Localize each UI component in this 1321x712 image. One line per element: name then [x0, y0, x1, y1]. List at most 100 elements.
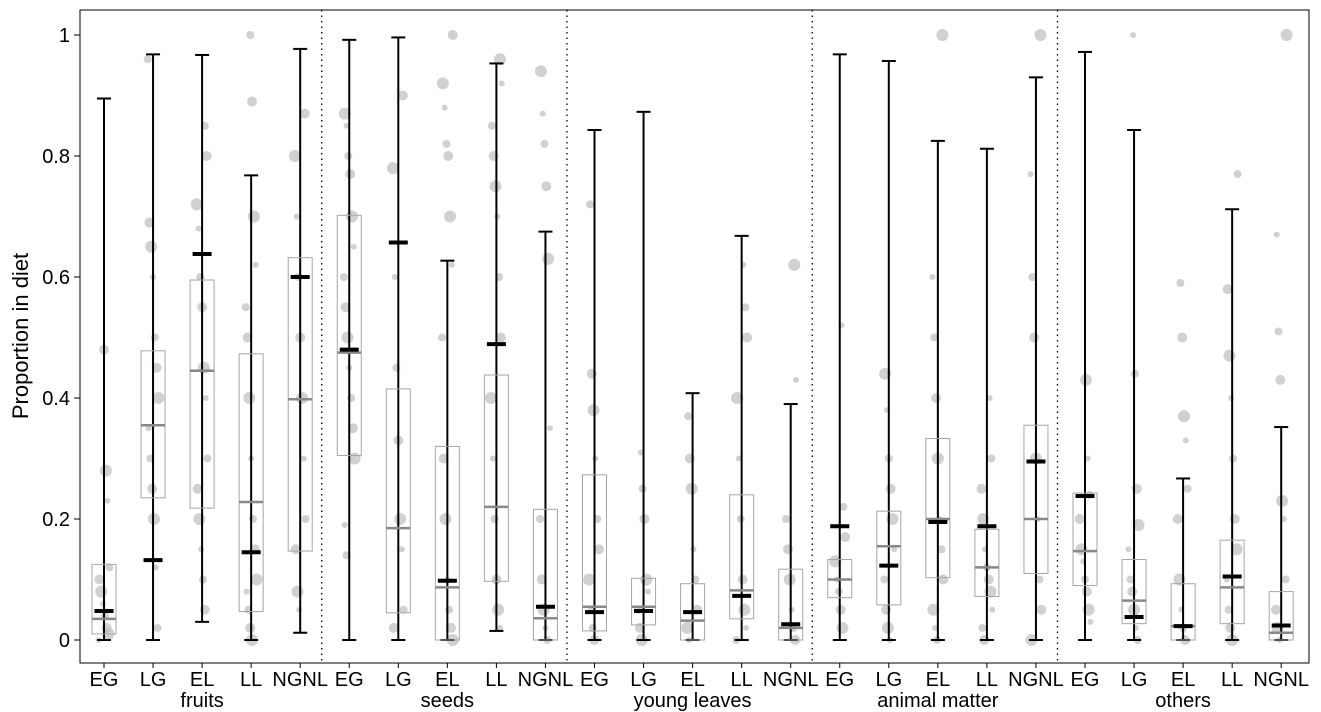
data-point [339, 273, 348, 281]
box-seeds-EG [336, 38, 362, 641]
data-point [738, 603, 751, 616]
data-point [250, 573, 263, 586]
data-point [586, 200, 594, 209]
data-point [594, 544, 604, 555]
x-tick-label: LL [731, 669, 753, 691]
iqr-box [1268, 591, 1294, 641]
data-point [742, 332, 753, 343]
box-others-LL [1219, 208, 1245, 641]
x-tick-label: LG [385, 669, 412, 691]
data-point [1028, 273, 1037, 281]
data-point [583, 573, 596, 586]
data-point [445, 622, 456, 633]
data-point [338, 107, 351, 120]
data-point [151, 362, 162, 373]
x-tick-label: NGNL [518, 669, 574, 691]
data-point [301, 515, 310, 523]
x-tick-label: EL [1171, 669, 1195, 691]
data-point [1036, 604, 1047, 615]
data-point [782, 515, 791, 523]
iqr-box [434, 445, 460, 641]
data-point [793, 376, 800, 383]
data-point [498, 80, 505, 87]
data-point [241, 303, 250, 312]
box-seeds-LL [483, 62, 509, 632]
box-young-leaves-EG [582, 128, 607, 641]
data-point [299, 108, 310, 119]
y-axis: 0 0.2 0.4 0.6 0.8 1 [42, 25, 80, 652]
data-point [494, 53, 506, 66]
data-point [536, 574, 547, 585]
data-point [94, 574, 105, 585]
data-point [104, 497, 111, 504]
data-point [541, 181, 552, 192]
data-point [1034, 29, 1047, 41]
iqr-box [1072, 492, 1098, 587]
iqr-box [680, 583, 706, 641]
data-point [441, 104, 448, 111]
data-point [640, 573, 653, 586]
box-others-LG [1121, 128, 1147, 641]
data-point [927, 603, 940, 616]
data-point [681, 621, 694, 634]
data-point [741, 303, 750, 312]
iqr-box [1219, 539, 1245, 625]
group-label: others [1155, 690, 1211, 712]
data-point [836, 621, 849, 634]
data-point [340, 302, 351, 313]
data-point [489, 455, 496, 462]
box-animal-matter-LL [974, 147, 1000, 641]
data-point [891, 546, 898, 553]
x-tick-label: LG [875, 669, 902, 691]
box-fruits-EG [91, 97, 117, 641]
box-animal-matter-NGNL [1023, 76, 1049, 641]
data-point [242, 332, 253, 343]
data-point [829, 555, 842, 568]
data-point [540, 139, 549, 148]
box-young-leaves-NGNL [778, 403, 804, 641]
data-point [399, 605, 408, 614]
box-others-EG [1072, 50, 1098, 641]
data-point [1183, 484, 1192, 493]
data-point [1035, 575, 1044, 584]
data-point [300, 455, 307, 462]
data-point [1223, 349, 1236, 362]
iqr-box [385, 388, 411, 614]
data-point [1125, 546, 1132, 553]
boxes-layer [91, 36, 1294, 641]
data-point [1177, 332, 1188, 343]
data-point [293, 213, 300, 220]
x-tick-label: LG [140, 669, 167, 691]
iqr-box [483, 374, 509, 582]
data-point [986, 395, 993, 401]
data-point [152, 564, 159, 571]
data-point [931, 393, 942, 403]
iqr-box [582, 474, 607, 632]
data-point [1029, 332, 1040, 343]
x-tick-label: LL [976, 669, 998, 691]
y-tick-label: 0.2 [42, 509, 70, 531]
data-point [1230, 543, 1243, 556]
x-tick-label: NGNL [272, 669, 328, 691]
data-point [438, 453, 449, 464]
iqr-box [91, 563, 117, 635]
data-point [192, 483, 203, 494]
x-tick-label: EG [580, 669, 609, 691]
data-point [880, 575, 889, 584]
y-tick-label: 0.4 [42, 388, 70, 410]
data-point [1081, 586, 1092, 597]
data-point [495, 332, 506, 343]
box-young-leaves-EL [680, 392, 706, 641]
data-point [447, 30, 458, 40]
box-young-leaves-LG [631, 110, 657, 641]
data-point [152, 392, 165, 404]
box-young-leaves-LL [729, 234, 755, 641]
group-separators [321, 10, 1059, 663]
data-point [143, 55, 152, 64]
data-point [105, 563, 114, 572]
data-point [1176, 279, 1185, 288]
data-point [1178, 410, 1190, 423]
data-point [1027, 171, 1034, 178]
x-axis: EG LG EL LL NGNL fruits EG LG EL LL NGNL seeds EG LG E… [90, 663, 1309, 712]
iqr-box [238, 353, 264, 613]
